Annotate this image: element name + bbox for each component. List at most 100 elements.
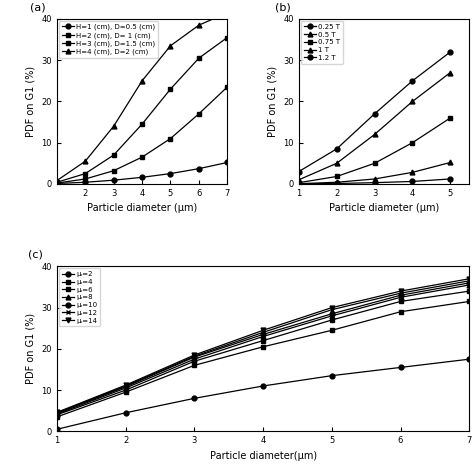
1.2 T — [296, 169, 301, 174]
H=2 (cm), D= 1 (cm) — [225, 84, 230, 90]
0.75 T — [296, 180, 301, 185]
μᵣ=12 — [329, 307, 335, 312]
0.25 T — [447, 176, 453, 182]
1 T — [447, 70, 453, 75]
1.2 T — [447, 49, 453, 55]
μᵣ=12 — [466, 278, 472, 283]
X-axis label: Particle diameter(μm): Particle diameter(μm) — [210, 451, 317, 461]
μᵣ=4 — [466, 299, 472, 304]
Y-axis label: PDF on G1 (%): PDF on G1 (%) — [268, 66, 278, 137]
0.75 T — [372, 160, 377, 166]
1 T — [334, 160, 339, 166]
μᵣ=10 — [123, 384, 128, 390]
Line: μᵣ=8: μᵣ=8 — [55, 283, 472, 417]
H=2 (cm), D= 1 (cm) — [82, 176, 88, 182]
μᵣ=8 — [329, 313, 335, 319]
H=4 (cm), D=2 (cm) — [196, 22, 202, 28]
μᵣ=14 — [191, 352, 197, 358]
μᵣ=12 — [54, 410, 60, 416]
μᵣ=10 — [260, 332, 266, 337]
H=1 (cm), D=0.5 (cm) — [168, 171, 173, 176]
μᵣ=14 — [466, 276, 472, 282]
H=2 (cm), D= 1 (cm) — [196, 111, 202, 117]
μᵣ=2 — [123, 410, 128, 416]
μᵣ=12 — [260, 329, 266, 335]
H=3 (cm), D=1.5 (cm) — [168, 86, 173, 92]
μᵣ=14 — [260, 328, 266, 333]
X-axis label: Particle diameter (μm): Particle diameter (μm) — [87, 203, 197, 213]
0.75 T — [334, 173, 339, 179]
Line: H=4 (cm), D=2 (cm): H=4 (cm), D=2 (cm) — [55, 10, 230, 183]
μᵣ=2 — [54, 427, 60, 432]
0.5 T — [372, 176, 377, 182]
μᵣ=10 — [466, 280, 472, 286]
μᵣ=8 — [54, 411, 60, 417]
Line: μᵣ=12: μᵣ=12 — [55, 278, 472, 415]
H=2 (cm), D= 1 (cm) — [54, 180, 60, 186]
1 T — [410, 99, 415, 104]
1.2 T — [372, 111, 377, 117]
H=4 (cm), D=2 (cm) — [111, 123, 117, 129]
μᵣ=2 — [260, 383, 266, 389]
H=3 (cm), D=1.5 (cm) — [225, 35, 230, 40]
Text: (b): (b) — [275, 2, 291, 12]
Line: 1.2 T: 1.2 T — [296, 49, 453, 174]
H=1 (cm), D=0.5 (cm) — [196, 166, 202, 172]
Line: H=3 (cm), D=1.5 (cm): H=3 (cm), D=1.5 (cm) — [55, 35, 230, 185]
0.25 T — [372, 180, 377, 185]
μᵣ=6 — [191, 358, 197, 364]
μᵣ=2 — [329, 373, 335, 379]
H=2 (cm), D= 1 (cm) — [111, 168, 117, 173]
0.25 T — [296, 181, 301, 187]
0.5 T — [296, 181, 301, 187]
Line: μᵣ=10: μᵣ=10 — [55, 281, 472, 416]
H=4 (cm), D=2 (cm) — [168, 43, 173, 49]
Legend: 0.25 T, 0.5 T, 0.75 T, 1 T, 1.2 T: 0.25 T, 0.5 T, 0.75 T, 1 T, 1.2 T — [301, 21, 343, 64]
H=1 (cm), D=0.5 (cm) — [225, 160, 230, 165]
H=2 (cm), D= 1 (cm) — [139, 154, 145, 160]
μᵣ=12 — [191, 354, 197, 359]
1.2 T — [410, 78, 415, 84]
Line: μᵣ=2: μᵣ=2 — [55, 357, 472, 432]
Line: 1 T: 1 T — [296, 70, 453, 182]
1 T — [372, 132, 377, 137]
H=1 (cm), D=0.5 (cm) — [54, 181, 60, 186]
μᵣ=2 — [191, 395, 197, 401]
X-axis label: Particle diameter (μm): Particle diameter (μm) — [329, 203, 439, 213]
μᵣ=10 — [54, 410, 60, 416]
H=3 (cm), D=1.5 (cm) — [111, 152, 117, 158]
Line: μᵣ=6: μᵣ=6 — [55, 289, 472, 417]
0.25 T — [334, 181, 339, 186]
μᵣ=8 — [123, 385, 128, 391]
μᵣ=14 — [123, 383, 128, 388]
0.5 T — [410, 170, 415, 175]
Line: H=2 (cm), D= 1 (cm): H=2 (cm), D= 1 (cm) — [55, 84, 230, 185]
μᵣ=4 — [123, 389, 128, 395]
H=4 (cm), D=2 (cm) — [54, 178, 60, 183]
0.75 T — [447, 115, 453, 121]
μᵣ=4 — [191, 363, 197, 368]
μᵣ=8 — [260, 334, 266, 339]
H=3 (cm), D=1.5 (cm) — [54, 180, 60, 185]
Line: H=1 (cm), D=0.5 (cm): H=1 (cm), D=0.5 (cm) — [55, 160, 230, 186]
1.2 T — [334, 146, 339, 152]
μᵣ=2 — [466, 356, 472, 362]
H=4 (cm), D=2 (cm) — [225, 10, 230, 16]
Line: 0.5 T: 0.5 T — [296, 160, 453, 186]
μᵣ=4 — [260, 344, 266, 350]
Text: (a): (a) — [29, 2, 45, 12]
μᵣ=8 — [466, 282, 472, 288]
μᵣ=14 — [54, 410, 60, 415]
H=3 (cm), D=1.5 (cm) — [139, 121, 145, 127]
μᵣ=10 — [329, 311, 335, 317]
μᵣ=8 — [191, 356, 197, 362]
μᵣ=4 — [329, 328, 335, 333]
Line: μᵣ=14: μᵣ=14 — [55, 276, 472, 415]
0.75 T — [410, 140, 415, 146]
H=1 (cm), D=0.5 (cm) — [111, 177, 117, 183]
μᵣ=4 — [398, 309, 403, 315]
μᵣ=8 — [398, 294, 403, 300]
Line: 0.75 T: 0.75 T — [296, 116, 453, 185]
Legend: H=1 (cm), D=0.5 (cm), H=2 (cm), D= 1 (cm), H=3 (cm), D=1.5 (cm), H=4 (cm), D=2 (: H=1 (cm), D=0.5 (cm), H=2 (cm), D= 1 (cm… — [59, 21, 158, 58]
Line: μᵣ=4: μᵣ=4 — [55, 299, 472, 419]
